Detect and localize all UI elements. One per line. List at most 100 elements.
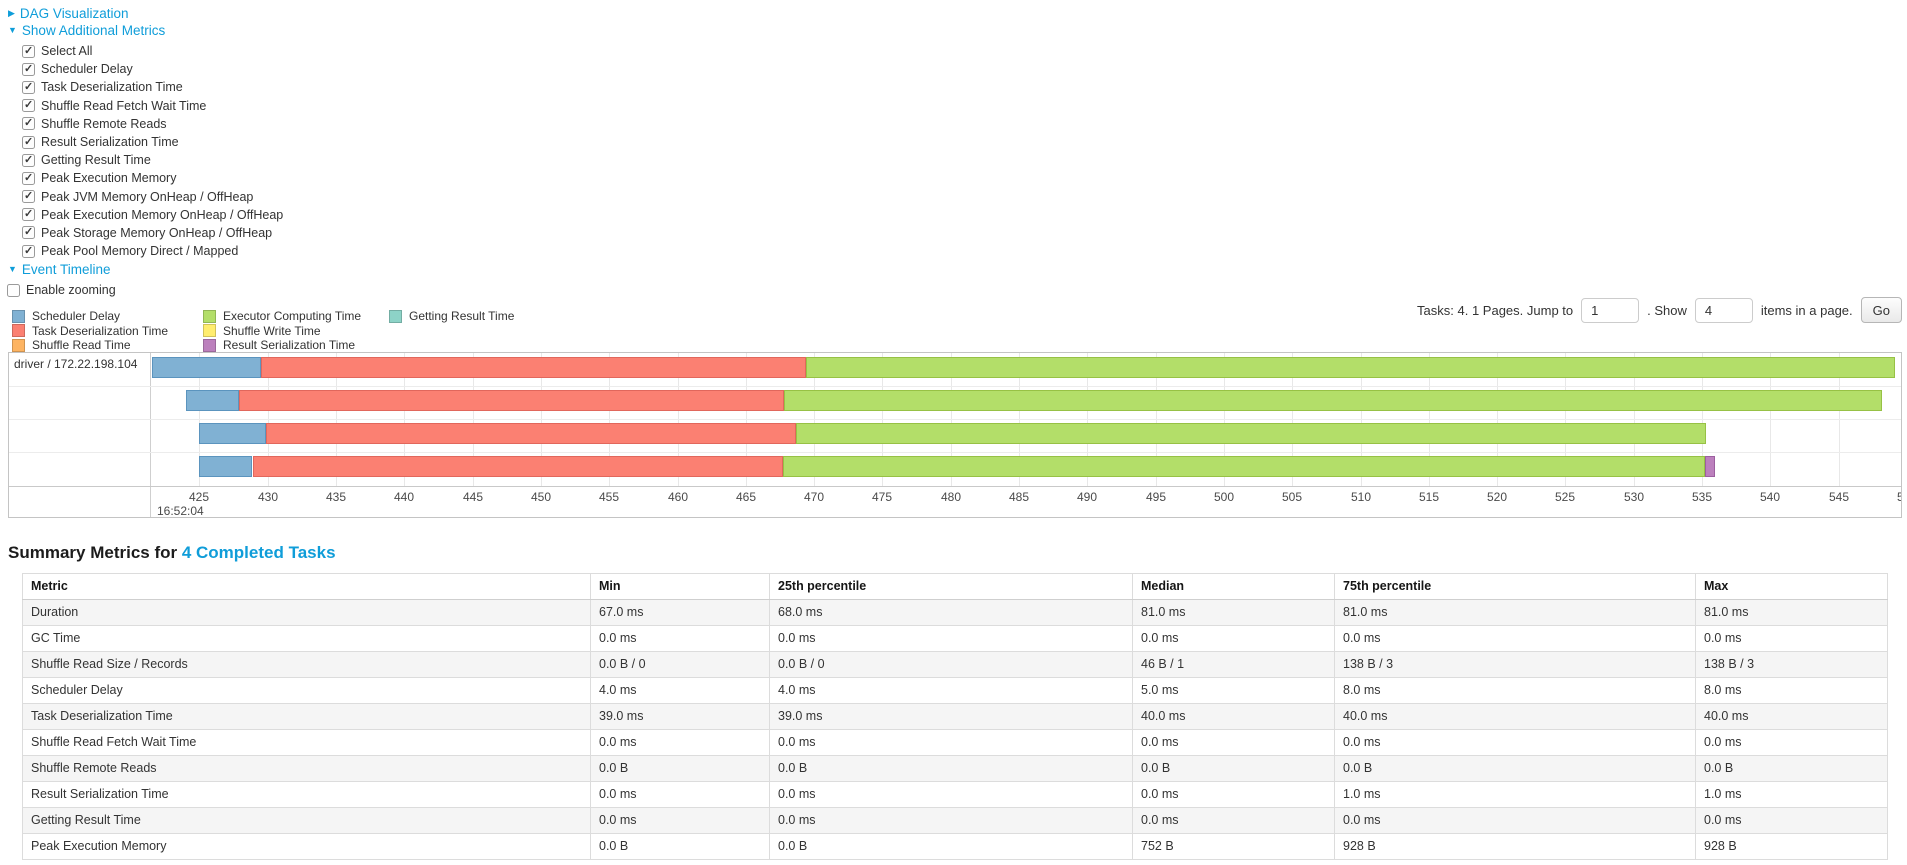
metric-checkbox[interactable]	[22, 171, 35, 185]
timeline-axis-tick-label: 515	[1418, 490, 1440, 504]
table-cell: 0.0 ms	[1132, 729, 1335, 756]
table-cell: 4.0 ms	[769, 677, 1133, 704]
legend-column: Getting Result Time	[389, 309, 514, 324]
metric-checkbox[interactable]	[22, 135, 35, 149]
table-row: Peak Execution Memory 0.0 B 0.0 B 752 B 928 …	[22, 833, 1888, 860]
go-button[interactable]: Go	[1860, 297, 1902, 323]
metric-checkbox[interactable]	[22, 190, 35, 204]
timeline-axis-tick-label: 480	[940, 490, 962, 504]
metric-checkbox-item[interactable]: Peak Pool Memory Direct / Mapped	[22, 242, 283, 260]
table-cell: 39.0 ms	[590, 703, 770, 730]
table-cell: 0.0 ms	[590, 625, 770, 652]
table-cell: 0.0 ms	[769, 781, 1133, 808]
metric-checkbox-label: Peak Pool Memory Direct / Mapped	[41, 244, 239, 259]
table-cell: 1.0 ms	[1695, 781, 1888, 808]
table-cell: Result Serialization Time	[22, 781, 591, 808]
metric-checkbox[interactable]	[22, 153, 35, 167]
table-cell: 46 B / 1	[1132, 651, 1335, 678]
metric-checkbox[interactable]	[22, 44, 35, 58]
dag-visualization-toggle[interactable]: ▶ DAG Visualization	[8, 6, 128, 21]
table-row: Duration 67.0 ms 68.0 ms 81.0 ms 81.0 ms 81.0…	[22, 599, 1888, 626]
timeline-axis-tick-label: 460	[667, 490, 689, 504]
timeline-axis-tick-label: 530	[1623, 490, 1645, 504]
table-cell: 138 B / 3	[1695, 651, 1888, 678]
metric-checkbox-item[interactable]: Peak Execution Memory	[22, 169, 283, 187]
table-header-cell: Median	[1132, 573, 1335, 600]
task-deserialization-legend-swatch-icon	[12, 324, 25, 338]
table-cell: 1.0 ms	[1334, 781, 1696, 808]
metric-checkbox-label: Select All	[41, 44, 93, 59]
metric-checkbox-item[interactable]: Task Deserialization Time	[22, 78, 283, 96]
metric-checkbox[interactable]	[22, 117, 35, 131]
metric-checkbox-item[interactable]: Scheduler Delay	[22, 60, 283, 78]
show-text: . Show	[1647, 302, 1687, 318]
table-cell: Scheduler Delay	[22, 677, 591, 704]
metric-checkbox[interactable]	[22, 99, 35, 113]
table-cell: 40.0 ms	[1132, 703, 1335, 730]
timeline-axis-tick-label: 550	[1897, 490, 1901, 504]
timeline-row-separator	[9, 419, 1901, 420]
table-cell: Getting Result Time	[22, 807, 591, 834]
timeline-axis-tick-label: 485	[1008, 490, 1030, 504]
metric-checkbox-item[interactable]: Result Serialization Time	[22, 133, 283, 151]
table-row: Shuffle Read Fetch Wait Time 0.0 ms 0.0 ms…	[22, 729, 1888, 756]
table-header-row: Metric Min 25th percentile Median 75th perce…	[22, 573, 1888, 600]
table-cell: 0.0 ms	[1334, 807, 1696, 834]
table-cell: 8.0 ms	[1695, 677, 1888, 704]
timeline-axis-tick-label: 445	[462, 490, 484, 504]
task-bar-executor-computing	[784, 390, 1882, 411]
timeline-axis-tick-label: 465	[735, 490, 757, 504]
table-cell: 5.0 ms	[1132, 677, 1335, 704]
scheduler-delay-legend-swatch-icon	[12, 309, 25, 323]
task-bar-scheduler-delay	[152, 357, 261, 378]
enable-zooming-checkbox-item[interactable]: Enable zooming	[7, 281, 116, 299]
metric-checkbox-label: Result Serialization Time	[41, 135, 179, 150]
jump-to-page-input[interactable]	[1581, 297, 1640, 323]
timeline-legend: Scheduler Delay Task Deserialization Time…	[12, 309, 572, 355]
table-cell: 68.0 ms	[769, 599, 1133, 626]
items-in-page-text: items in a page.	[1760, 302, 1853, 318]
legend-item: Getting Result Time	[389, 309, 514, 324]
items-per-page-input[interactable]	[1694, 297, 1753, 323]
metric-checkbox-label: Scheduler Delay	[41, 62, 133, 77]
table-cell: 81.0 ms	[1695, 599, 1888, 626]
metric-checkbox[interactable]	[22, 208, 35, 222]
completed-tasks-link: 4 Completed Tasks	[181, 543, 336, 562]
event-timeline-chart: driver / 172.22.198.104 425 430 435 440 445 4…	[8, 352, 1902, 518]
legend-item: Executor Computing Time	[203, 309, 361, 324]
metric-checkbox-item[interactable]: Peak JVM Memory OnHeap / OffHeap	[22, 188, 283, 206]
metric-checkbox-item[interactable]: Getting Result Time	[22, 151, 283, 169]
metric-checkbox-label: Shuffle Read Fetch Wait Time	[41, 98, 207, 113]
summary-title-prefix: Summary Metrics for	[8, 543, 182, 562]
enable-zooming-checkbox[interactable]	[7, 283, 20, 297]
table-cell: 0.0 B	[1334, 755, 1696, 782]
table-cell: 0.0 ms	[769, 729, 1133, 756]
task-pagination: Tasks: 4. 1 Pages. Jump to . Show items …	[1417, 297, 1902, 323]
show-additional-metrics-label: Show Additional Metrics	[21, 23, 166, 38]
dag-visualization-label: DAG Visualization	[19, 6, 129, 21]
result-serialization-legend-swatch-icon	[203, 338, 216, 352]
metric-checkbox[interactable]	[22, 226, 35, 240]
metric-checkbox[interactable]	[22, 62, 35, 76]
legend-item-label: Shuffle Read Time	[32, 338, 131, 353]
show-additional-metrics-toggle[interactable]: ▼ Show Additional Metrics	[8, 23, 165, 38]
metric-checkbox-item[interactable]: Peak Storage Memory OnHeap / OffHeap	[22, 224, 283, 242]
event-timeline-toggle[interactable]: ▼ Event Timeline	[8, 262, 110, 277]
timeline-axis-tick-label: 425	[188, 490, 210, 504]
getting-result-legend-swatch-icon	[389, 309, 402, 323]
metric-checkbox-item[interactable]: Shuffle Read Fetch Wait Time	[22, 97, 283, 115]
metric-checkbox[interactable]	[22, 80, 35, 94]
table-cell: 928 B	[1695, 833, 1888, 860]
shuffle-write-legend-swatch-icon	[203, 324, 216, 338]
table-cell: Shuffle Read Fetch Wait Time	[22, 729, 591, 756]
legend-item-label: Result Serialization Time	[223, 338, 356, 353]
timeline-axis-tick-label: 450	[530, 490, 552, 504]
metric-checkbox-item[interactable]: Peak Execution Memory OnHeap / OffHeap	[22, 206, 283, 224]
metric-checkbox-item[interactable]: Shuffle Remote Reads	[22, 115, 283, 133]
table-cell: 39.0 ms	[769, 703, 1133, 730]
legend-item: Result Serialization Time	[203, 338, 361, 353]
metric-checkbox[interactable]	[22, 244, 35, 258]
table-cell: 0.0 ms	[769, 625, 1133, 652]
executor-computing-legend-swatch-icon	[203, 309, 216, 323]
metric-checkbox-item[interactable]: Select All	[22, 42, 283, 60]
